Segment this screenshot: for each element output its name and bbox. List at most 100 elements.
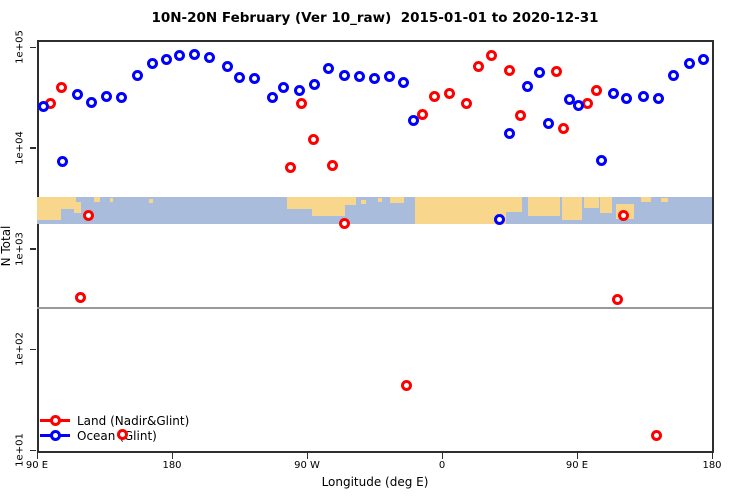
land-data-point [307, 133, 319, 145]
ocean-data-point [174, 49, 186, 61]
ocean-data-point [37, 101, 49, 113]
x-tick-mark [576, 453, 578, 459]
ocean-data-point [521, 80, 533, 92]
ocean-data-point [293, 85, 305, 97]
land-data-point [82, 209, 94, 221]
ocean-data-point [667, 69, 679, 81]
ocean-data-point [266, 92, 278, 104]
x-tick-label: 0 [438, 460, 446, 471]
legend-marker-icon [40, 415, 70, 426]
x-tick-mark [36, 453, 38, 459]
y-axis-title: N Total [0, 225, 13, 267]
ocean-data-point [637, 90, 649, 102]
ocean-data-point [248, 72, 260, 84]
y-tick-mark [30, 248, 36, 250]
ocean-data-point [100, 91, 112, 103]
ocean-data-point [147, 57, 159, 69]
y-tick-label: 1e+04 [14, 130, 26, 165]
land-patch [562, 196, 583, 220]
land-patch [361, 199, 366, 204]
ocean-data-point [131, 69, 143, 81]
y-tick-mark [30, 147, 36, 149]
land-data-point [503, 64, 515, 76]
legend-entry: Land (Nadir&Glint) [40, 413, 189, 428]
land-patch [57, 196, 77, 210]
ocean-data-point [397, 76, 409, 88]
land-data-point [558, 123, 570, 135]
land-data-point [443, 87, 455, 99]
y-tick-mark [30, 449, 36, 451]
ocean-data-point [595, 154, 607, 166]
ocean-data-point [563, 94, 575, 106]
ocean-data-point [189, 48, 201, 60]
ocean-data-point [203, 52, 215, 64]
land-data-point [285, 161, 297, 173]
land-data-point [591, 85, 603, 97]
x-tick-mark [171, 453, 173, 459]
x-tick-label: 90 E [25, 460, 49, 471]
land-patch [286, 196, 314, 210]
ocean-data-point [543, 117, 555, 129]
land-data-point [327, 160, 339, 172]
land-patch [661, 198, 669, 202]
x-tick-mark [306, 453, 308, 459]
y-tick-label: 1e+01 [14, 433, 26, 467]
ocean-data-point [408, 114, 420, 126]
y-tick-label: 1e+02 [14, 332, 26, 367]
x-axis-title: Longitude (deg E) [321, 475, 429, 489]
x-tick-label: 90 E [565, 460, 589, 471]
land-patch [599, 196, 613, 214]
land-patch [527, 196, 561, 216]
ocean-data-point [277, 82, 289, 94]
land-patch [415, 196, 507, 224]
land-patch [312, 196, 345, 217]
land-data-point [74, 292, 86, 304]
ocean-data-point [652, 93, 664, 105]
land-patch [583, 196, 599, 208]
land-data-point [611, 293, 623, 305]
x-tick-label: 90 W [294, 460, 320, 471]
land-patch [641, 196, 652, 203]
x-tick-mark [711, 453, 713, 459]
y-tick-label: 1e+03 [14, 231, 26, 266]
y-tick-mark [30, 46, 36, 48]
land-data-point [486, 49, 498, 61]
land-data-point [116, 429, 128, 441]
ocean-data-point [322, 63, 334, 75]
ocean-data-point [573, 99, 585, 111]
ocean-data-point [697, 53, 709, 65]
ocean-data-point [115, 92, 127, 104]
y-tick-label: 1e+05 [14, 30, 26, 64]
land-data-point [400, 379, 412, 391]
land-patch [109, 198, 114, 203]
land-data-point [417, 108, 429, 120]
ocean-data-point [621, 93, 633, 105]
ocean-data-point [354, 70, 366, 82]
land-data-point [55, 82, 67, 94]
ocean-data-point [160, 54, 172, 66]
ocean-data-point [503, 128, 515, 140]
plot-area [37, 40, 714, 453]
land-data-point [550, 66, 562, 78]
ocean-data-point [71, 88, 83, 100]
x-tick-mark [441, 453, 443, 459]
land-data-point [429, 91, 441, 103]
land-patch [506, 196, 523, 212]
legend-marker-icon [40, 430, 70, 441]
legend: Land (Nadir&Glint) Ocean (Glint) [40, 413, 189, 443]
ocean-data-point [683, 57, 695, 69]
land-data-point [514, 109, 526, 121]
land-patch [94, 196, 100, 202]
land-data-point [472, 60, 484, 72]
ocean-data-point [308, 79, 320, 91]
x-tick-label: 180 [702, 460, 722, 471]
ocean-data-point [85, 96, 97, 108]
land-patch [343, 196, 356, 205]
ocean-data-point [339, 69, 351, 81]
ocean-data-point [57, 155, 69, 167]
land-data-point [651, 430, 663, 442]
ocean-data-point [533, 67, 545, 79]
land-patch [390, 196, 404, 203]
land-patch [37, 196, 61, 220]
